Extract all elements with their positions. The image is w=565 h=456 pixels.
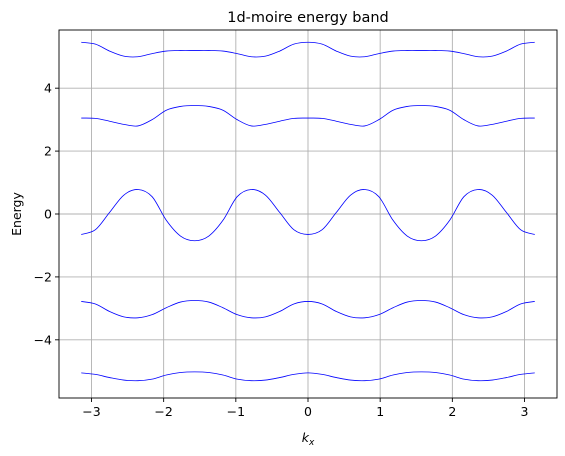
chart-title: 1d-moire energy band [227,10,388,26]
x-axis-label-main: k [302,430,310,445]
energy-band-line [81,300,535,319]
grid [59,30,557,398]
y-tick-label: 4 [44,81,52,96]
x-tick-label: 1 [376,404,384,419]
y-tick-label: 2 [44,144,52,159]
x-axis-label-sub: x [308,438,315,448]
x-tick-label: −1 [227,404,245,419]
y-axis-label: Energy [9,192,24,236]
axis-ticks: −3 −2 −1 0 1 2 3 −4 −2 0 2 4 [34,81,529,419]
energy-band-line [81,371,535,382]
x-axis-label: kx [302,430,315,448]
y-tick-label: −2 [34,269,52,284]
series-group [81,41,535,382]
x-tick-label: −2 [154,404,172,419]
x-tick-label: 2 [448,404,456,419]
x-tick-label: 3 [521,404,529,419]
x-tick-label: 0 [304,404,312,419]
x-tick-label: −3 [82,404,100,419]
y-tick-label: 0 [44,207,52,222]
y-tick-label: −4 [34,332,52,347]
energy-band-line [81,41,535,58]
energy-band-line [81,189,535,242]
energy-band-line [81,105,535,127]
